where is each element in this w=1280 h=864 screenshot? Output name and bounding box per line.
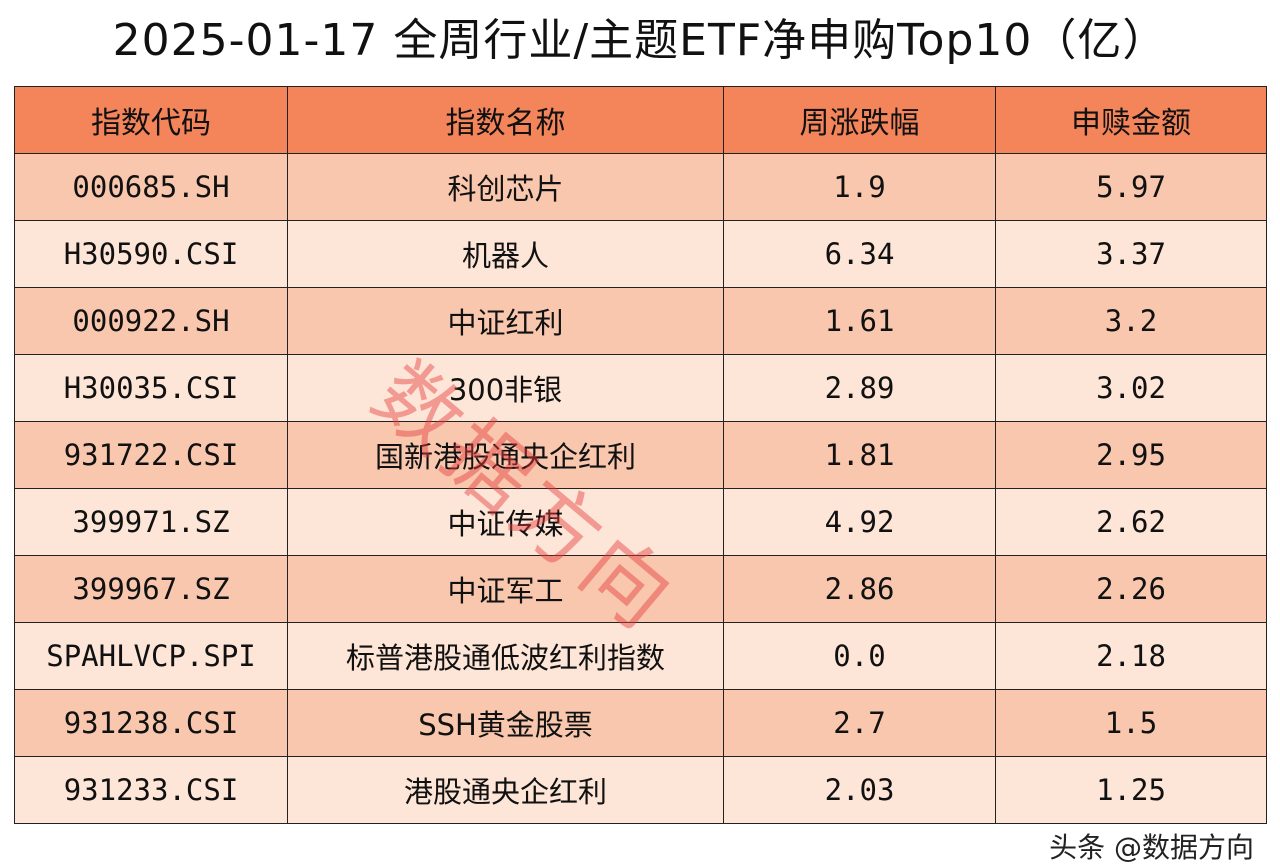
cell-weekly-change: 4.92 <box>723 488 996 556</box>
cell-weekly-change: 1.9 <box>723 153 996 221</box>
cell-weekly-change: 1.81 <box>723 421 996 489</box>
cell-index-code: 000685.SH <box>14 153 288 221</box>
cell-net-subscription: 2.95 <box>995 421 1267 489</box>
table-row: SPAHLVCP.SPI 标普港股通低波红利指数 0.0 2.18 <box>14 622 1267 690</box>
cell-index-name: 港股通央企红利 <box>287 756 724 824</box>
cell-index-code: 931238.CSI <box>14 689 288 757</box>
header-weekly-change: 周涨跌幅 <box>723 86 996 154</box>
cell-weekly-change: 1.61 <box>723 287 996 355</box>
footer-credit: 头条 @数据方向 <box>1049 831 1254 864</box>
page-title: 2025-01-17 全周行业/主题ETF净申购Top10（亿） <box>112 15 1168 66</box>
cell-index-code: 399967.SZ <box>14 555 288 623</box>
cell-net-subscription: 1.25 <box>995 756 1267 824</box>
table-row: H30035.CSI 300非银 2.89 3.02 <box>14 354 1267 422</box>
cell-net-subscription: 2.62 <box>995 488 1267 556</box>
table-header-row: 指数代码 指数名称 周涨跌幅 申赎金额 <box>14 86 1267 154</box>
cell-index-code: H30590.CSI <box>14 220 288 288</box>
table-row: 931722.CSI 国新港股通央企红利 1.81 2.95 <box>14 421 1267 489</box>
table-row: 399967.SZ 中证军工 2.86 2.26 <box>14 555 1267 623</box>
cell-index-name: 国新港股通央企红利 <box>287 421 724 489</box>
cell-index-name: 标普港股通低波红利指数 <box>287 622 724 690</box>
table-row: 000922.SH 中证红利 1.61 3.2 <box>14 287 1267 355</box>
cell-weekly-change: 6.34 <box>723 220 996 288</box>
cell-net-subscription: 2.18 <box>995 622 1267 690</box>
cell-index-code: SPAHLVCP.SPI <box>14 622 288 690</box>
cell-index-code: 000922.SH <box>14 287 288 355</box>
table-row: 931233.CSI 港股通央企红利 2.03 1.25 <box>14 756 1267 824</box>
cell-net-subscription: 3.37 <box>995 220 1267 288</box>
cell-index-code: 931233.CSI <box>14 756 288 824</box>
cell-weekly-change: 0.0 <box>723 622 996 690</box>
cell-weekly-change: 2.03 <box>723 756 996 824</box>
cell-index-code: 931722.CSI <box>14 421 288 489</box>
cell-net-subscription: 1.5 <box>995 689 1267 757</box>
cell-net-subscription: 3.02 <box>995 354 1267 422</box>
cell-index-name: 中证军工 <box>287 555 724 623</box>
etf-table: 指数代码 指数名称 周涨跌幅 申赎金额 000685.SH 科创芯片 1.9 5… <box>14 86 1267 824</box>
table-row: H30590.CSI 机器人 6.34 3.37 <box>14 220 1267 288</box>
table-row: 399971.SZ 中证传媒 4.92 2.62 <box>14 488 1267 556</box>
cell-index-name: 中证传媒 <box>287 488 724 556</box>
table-row: 000685.SH 科创芯片 1.9 5.97 <box>14 153 1267 221</box>
cell-index-name: 科创芯片 <box>287 153 724 221</box>
cell-index-code: 399971.SZ <box>14 488 288 556</box>
cell-weekly-change: 2.86 <box>723 555 996 623</box>
table-row: 931238.CSI SSH黄金股票 2.7 1.5 <box>14 689 1267 757</box>
cell-index-code: H30035.CSI <box>14 354 288 422</box>
cell-index-name: 300非银 <box>287 354 724 422</box>
cell-net-subscription: 3.2 <box>995 287 1267 355</box>
cell-weekly-change: 2.7 <box>723 689 996 757</box>
cell-net-subscription: 5.97 <box>995 153 1267 221</box>
cell-index-name: SSH黄金股票 <box>287 689 724 757</box>
cell-index-name: 中证红利 <box>287 287 724 355</box>
header-index-name: 指数名称 <box>287 86 724 154</box>
header-index-code: 指数代码 <box>14 86 288 154</box>
header-net-subscription: 申赎金额 <box>995 86 1267 154</box>
cell-weekly-change: 2.89 <box>723 354 996 422</box>
cell-index-name: 机器人 <box>287 220 724 288</box>
cell-net-subscription: 2.26 <box>995 555 1267 623</box>
